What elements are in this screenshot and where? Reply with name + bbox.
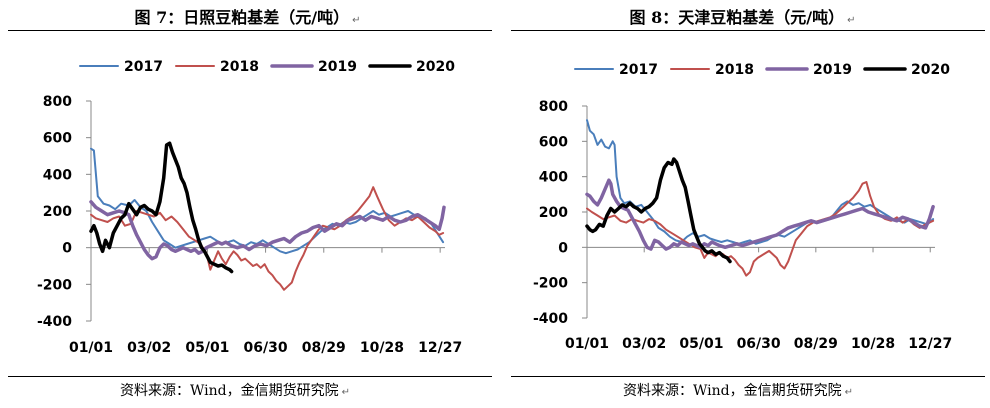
y-tick-label: 0 — [62, 241, 72, 257]
legend-label-2018: 2018 — [715, 62, 754, 78]
series-line-2017 — [90, 147, 445, 255]
y-tick-label: -400 — [37, 314, 72, 330]
basis-line-chart: -400 -200 0 200 400 600 800 01/01 03/02 05/01 06/3… — [37, 59, 462, 356]
x-tick-label: 08/29 — [794, 336, 838, 352]
series-line-2019 — [585, 178, 935, 251]
y-tick-label: 400 — [43, 167, 72, 183]
legend-label-2017: 2017 — [619, 62, 658, 78]
legend-label-2017: 2017 — [124, 59, 163, 75]
x-tick-label: 10/28 — [360, 340, 404, 356]
plot-area: -400 -200 0 200 400 600 800 01/01 03/02 05/01 06/3… — [533, 99, 952, 352]
paragraph-mark-icon: ↵ — [352, 15, 361, 26]
paragraph-mark-icon: ↵ — [341, 387, 350, 398]
chart-title-text: 图 7：日照豆粕基差（元/吨） — [134, 8, 350, 27]
series-line-2019 — [89, 200, 446, 261]
series-line-2020 — [585, 157, 732, 264]
x-tick-label: 12/27 — [908, 336, 952, 352]
chart-panel-left: 图 7：日照豆粕基差（元/吨） ↵ -400 -200 0 200 400 600 800 01… — [0, 4, 495, 400]
paragraph-mark-icon: ↵ — [844, 387, 853, 398]
y-tick-label: -200 — [533, 276, 568, 292]
x-tick-label: 01/01 — [565, 336, 609, 352]
x-tick-label: 06/30 — [244, 340, 288, 356]
y-tick-label: 800 — [43, 94, 72, 110]
bottom-rule — [8, 376, 492, 377]
x-tick-label: 05/01 — [185, 340, 229, 356]
chart-title-text: 图 8：天津豆粕基差（元/吨） — [629, 8, 845, 27]
chart-title: 图 8：天津豆粕基差（元/吨） ↵ — [495, 4, 990, 28]
y-tick-label: 200 — [43, 204, 72, 220]
y-tick-label: -400 — [533, 311, 568, 327]
chart-title: 图 7：日照豆粕基差（元/吨） ↵ — [0, 4, 495, 28]
series-line-2018 — [90, 186, 445, 291]
basis-line-chart: -400 -200 0 200 400 600 800 01/01 03/02 05/01 06/3… — [533, 62, 952, 352]
x-tick-label: 03/02 — [127, 340, 171, 356]
y-tick-label: 600 — [539, 134, 568, 150]
legend-label-2018: 2018 — [220, 59, 259, 75]
y-tick-label: 800 — [539, 99, 568, 115]
x-tick-label: 01/01 — [69, 340, 113, 356]
paragraph-mark-icon: ↵ — [847, 15, 856, 26]
legend-label-2019: 2019 — [813, 62, 852, 78]
chart-panel-right: 图 8：天津豆粕基差（元/吨） ↵ -400 -200 0 200 400 600 800 01… — [495, 0, 990, 408]
bottom-rule — [511, 376, 985, 377]
legend-label-2019: 2019 — [318, 59, 357, 75]
y-tick-label: 400 — [539, 170, 568, 186]
source-text: 资料来源：Wind，金信期货研究院 — [623, 383, 842, 399]
source-note: 资料来源：Wind，金信期货研究院 ↵ — [623, 380, 853, 400]
series-line-2018 — [586, 181, 935, 277]
y-tick-label: 0 — [558, 240, 568, 256]
y-tick-label: -200 — [37, 277, 72, 293]
legend: 2017 2018 2019 2020 — [574, 62, 950, 78]
legend-label-2020: 2020 — [416, 59, 455, 75]
legend-label-2020: 2020 — [911, 62, 950, 78]
legend: 2017 2018 2019 2020 — [79, 59, 455, 75]
x-tick-label: 06/30 — [737, 336, 781, 352]
top-rule — [511, 30, 985, 31]
x-tick-label: 10/28 — [851, 336, 895, 352]
x-tick-label: 05/01 — [679, 336, 723, 352]
y-tick-label: 200 — [539, 205, 568, 221]
plot-area: -400 -200 0 200 400 600 800 01/01 03/02 05/01 06/3… — [37, 94, 462, 356]
top-rule — [8, 30, 492, 31]
source-note: 资料来源：Wind，金信期货研究院 ↵ — [120, 380, 350, 400]
x-tick-label: 08/29 — [302, 340, 346, 356]
source-text: 资料来源：Wind，金信期货研究院 — [120, 383, 339, 399]
x-tick-label: 03/02 — [622, 336, 666, 352]
x-tick-label: 12/27 — [418, 340, 462, 356]
series-line-2017 — [586, 119, 935, 245]
y-tick-label: 600 — [43, 131, 72, 147]
series-line-2020 — [89, 141, 234, 274]
